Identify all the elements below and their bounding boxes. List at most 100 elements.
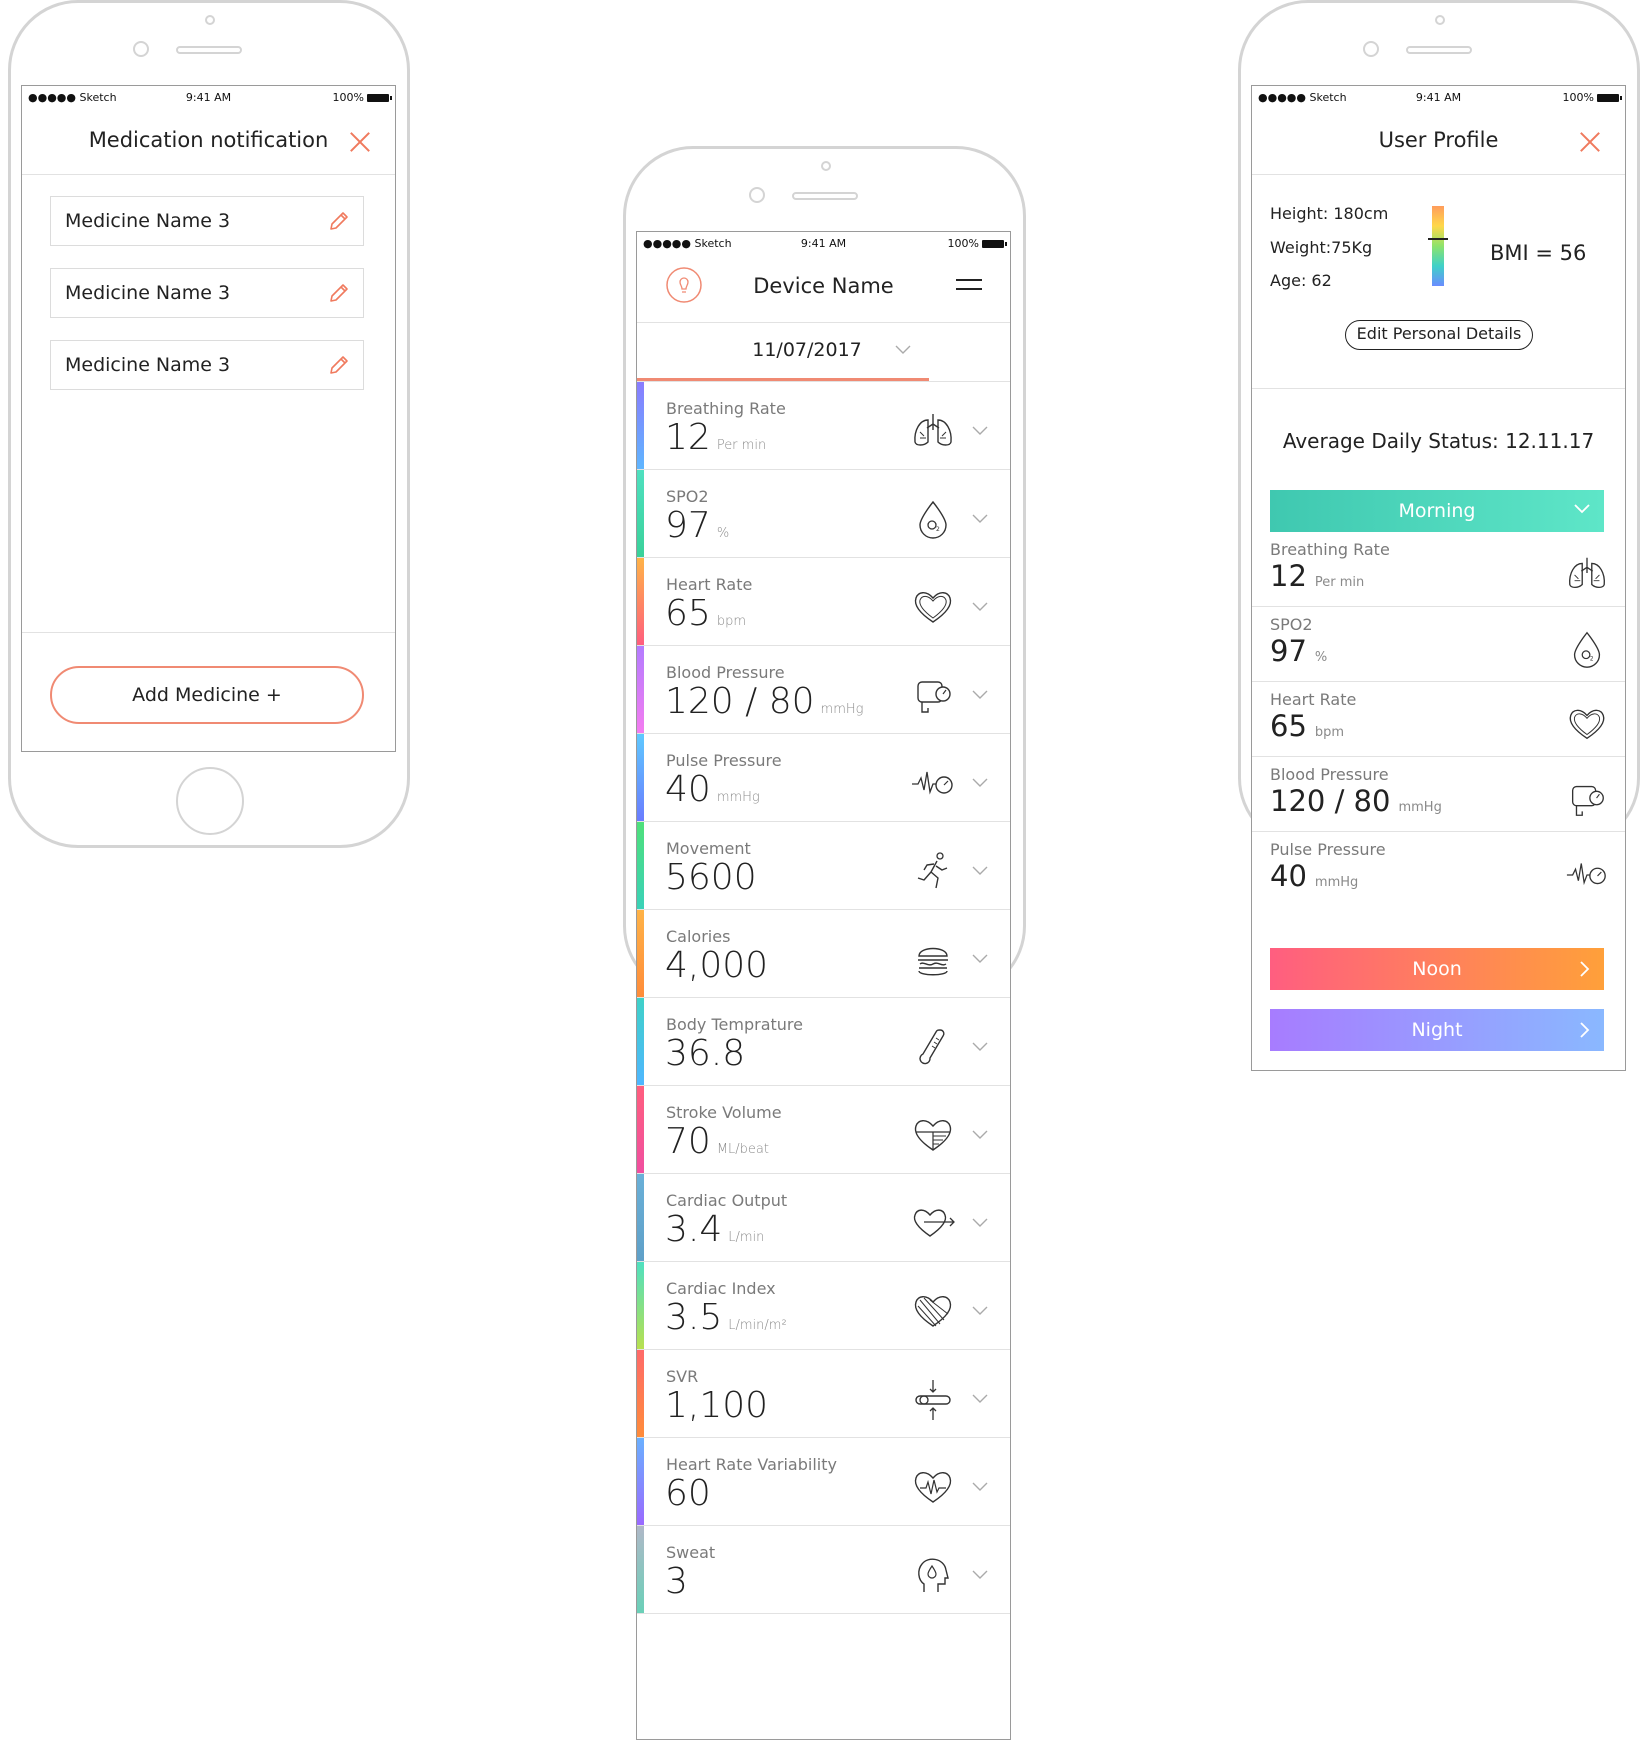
metric-value: 3: [665, 1561, 694, 1602]
metric-row[interactable]: Breathing Rate 12 Per min: [637, 382, 1010, 470]
chevron-down-icon[interactable]: [972, 954, 988, 964]
medicine-item[interactable]: Medicine Name 3: [50, 268, 364, 318]
metric-row[interactable]: Heart Rate Variability 60: [637, 1438, 1010, 1526]
close-icon[interactable]: [1579, 131, 1601, 153]
metric-row[interactable]: Calories 4,000: [637, 910, 1010, 998]
chevron-down-icon[interactable]: [972, 1130, 988, 1140]
oxygen-drop-icon: 2: [1573, 631, 1601, 668]
chevron-down-icon[interactable]: [972, 1570, 988, 1580]
add-medicine-button[interactable]: Add Medicine +: [50, 666, 364, 724]
home-button[interactable]: [176, 767, 244, 835]
metric-number: 120 / 80: [665, 681, 815, 722]
edit-pencil-icon[interactable]: [327, 281, 351, 305]
chevron-right-icon[interactable]: [1580, 1022, 1590, 1038]
chevron-down-icon[interactable]: [972, 778, 988, 788]
metric-color-bar: [637, 1438, 644, 1525]
chevron-down-icon[interactable]: [972, 1306, 988, 1316]
metric-row[interactable]: Cardiac Output 3.4 L/min: [637, 1174, 1010, 1262]
chevron-down-icon[interactable]: [972, 866, 988, 876]
medicine-item[interactable]: Medicine Name 3: [50, 340, 364, 390]
heart-striped-icon: [914, 1296, 952, 1327]
metric-number: 65: [665, 593, 711, 634]
page-title: Device Name: [753, 274, 894, 298]
bmi-marker: [1428, 238, 1448, 240]
chevron-down-icon[interactable]: [972, 1482, 988, 1492]
chevron-right-icon[interactable]: [1580, 961, 1590, 977]
morning-section-header[interactable]: Morning: [1270, 490, 1604, 532]
chevron-down-icon[interactable]: [972, 1218, 988, 1228]
time-label: 9:41 AM: [800, 237, 847, 250]
metric-label: Cardiac Index: [666, 1279, 776, 1298]
metric-row[interactable]: Movement 5600: [637, 822, 1010, 910]
metric-row[interactable]: Cardiac Index 3.5 L/min/m²: [637, 1262, 1010, 1350]
alert-bulb-icon[interactable]: [665, 266, 703, 304]
metric-unit: L/min: [728, 1230, 765, 1245]
divider: [22, 632, 395, 633]
edit-pencil-icon[interactable]: [327, 353, 351, 377]
metric-unit: bpm: [1314, 725, 1345, 740]
medicine-item[interactable]: Medicine Name 3: [50, 196, 364, 246]
metric-row[interactable]: Sweat 3: [637, 1526, 1010, 1614]
profile-metric-row: Pulse Pressure 40 mmHg: [1252, 832, 1625, 907]
camera-dot: [205, 15, 215, 25]
metric-row[interactable]: Body Temprature 36.8: [637, 998, 1010, 1086]
metric-label: SVR: [666, 1367, 699, 1386]
carrier-label: ●●●●● Sketch: [28, 91, 117, 104]
battery-label: 100%: [1562, 91, 1594, 104]
metric-unit: mmHg: [1398, 800, 1442, 815]
metric-row[interactable]: Blood Pressure 120 / 80 mmHg: [637, 646, 1010, 734]
metric-value: 12 Per min: [1270, 559, 1364, 593]
chevron-down-icon[interactable]: [972, 1394, 988, 1404]
chevron-down-icon[interactable]: [972, 602, 988, 612]
average-daily-status-title: Average Daily Status: 12.11.17: [1282, 429, 1595, 453]
metric-color-bar: [637, 1086, 644, 1173]
metric-number: 120 / 80: [1270, 784, 1391, 818]
profile-metric-row: Heart Rate 65 bpm: [1252, 682, 1625, 757]
edit-pencil-icon[interactable]: [327, 209, 351, 233]
hamburger-menu-icon[interactable]: [955, 274, 983, 294]
metric-value: 120 / 80 mmHg: [665, 681, 863, 722]
metric-color-bar: [637, 1262, 644, 1349]
profile-metric-row: Blood Pressure 120 / 80 mmHg: [1252, 757, 1625, 832]
metric-row[interactable]: Stroke Volume 70 ML/beat: [637, 1086, 1010, 1174]
metric-row[interactable]: SVR 1,100: [637, 1350, 1010, 1438]
metric-label: Cardiac Output: [666, 1191, 788, 1210]
running-icon: [917, 852, 948, 889]
metric-row[interactable]: SPO2 97% 2: [637, 470, 1010, 558]
chevron-down-icon[interactable]: [972, 426, 988, 436]
chevron-down-icon[interactable]: [972, 1042, 988, 1052]
chevron-down-icon[interactable]: [1574, 504, 1590, 514]
status-bar: ●●●●● Sketch 9:41 AM 100%: [637, 232, 1010, 254]
date-underline: [637, 378, 929, 381]
status-bar: ●●●●● Sketch 9:41 AM 100%: [1252, 86, 1625, 108]
resistance-icon: [915, 1380, 951, 1420]
heart-icon: [1569, 709, 1605, 740]
metric-label: Blood Pressure: [1270, 765, 1389, 784]
height-label: Height: 180cm: [1270, 204, 1389, 223]
metric-label: SPO2: [666, 487, 709, 506]
metric-row[interactable]: Heart Rate 65 bpm: [637, 558, 1010, 646]
metric-number: 12: [1270, 559, 1307, 593]
night-section-header[interactable]: Night: [1270, 1009, 1604, 1051]
metric-unit: L/min/m²: [728, 1318, 787, 1333]
heart-ecg-icon: [914, 1472, 952, 1503]
sensor-dot: [133, 41, 149, 57]
blood-pressure-icon: [1571, 785, 1604, 816]
date-selector[interactable]: 11/07/2017: [637, 323, 1010, 381]
metric-value: 40 mmHg: [665, 769, 760, 810]
metric-number: 4,000: [665, 945, 769, 986]
close-icon[interactable]: [349, 131, 371, 153]
metric-row[interactable]: Pulse Pressure 40 mmHg: [637, 734, 1010, 822]
metric-value: 65 bpm: [1270, 709, 1344, 743]
chevron-down-icon[interactable]: [895, 345, 911, 355]
chevron-down-icon[interactable]: [972, 690, 988, 700]
metric-number: 40: [1270, 859, 1307, 893]
metric-value: 97%: [1270, 634, 1327, 668]
metric-label: Heart Rate: [666, 575, 753, 594]
bmi-value: BMI = 56: [1490, 241, 1587, 265]
noon-section-header[interactable]: Noon: [1270, 948, 1604, 990]
chevron-down-icon[interactable]: [972, 514, 988, 524]
edit-personal-details-button[interactable]: Edit Personal Details: [1345, 320, 1533, 350]
divider: [1252, 388, 1625, 389]
metric-value: 36.8: [665, 1033, 751, 1074]
